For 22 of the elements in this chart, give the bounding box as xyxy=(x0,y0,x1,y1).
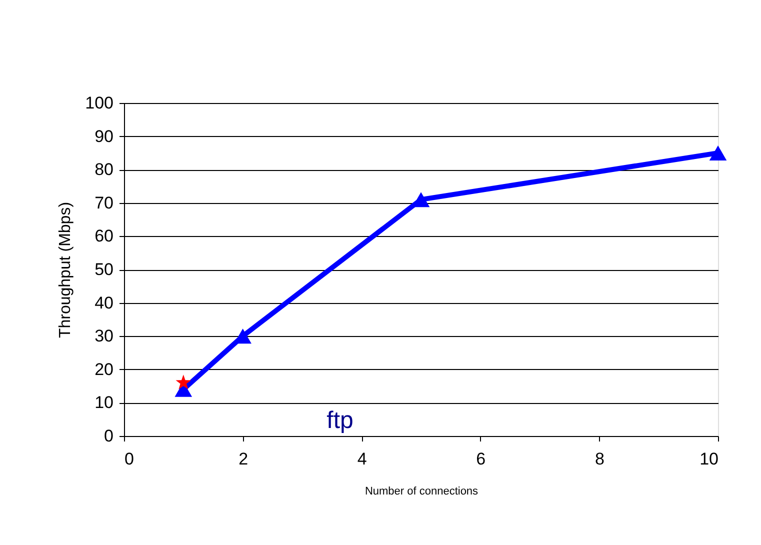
y-tick-label: 80 xyxy=(94,160,114,180)
y-axis-title: Throughput (Mbps) xyxy=(57,202,74,338)
x-tick-label: 0 xyxy=(124,450,134,468)
annotation: ftp xyxy=(326,407,354,434)
y-tick-label: 0 xyxy=(104,426,114,446)
y-tick-label: 50 xyxy=(94,260,114,279)
point xyxy=(176,374,192,390)
x-axis-title: Number of connections xyxy=(364,486,479,498)
y-tick-label: 70 xyxy=(94,193,114,212)
x-tick-label: 6 xyxy=(476,450,486,468)
y-tick-label: 90 xyxy=(94,126,114,146)
y-tick-label: 10 xyxy=(94,393,114,412)
y-tick-label: 40 xyxy=(94,293,114,312)
y-tick-label: 30 xyxy=(94,326,114,346)
x-tick-label: 2 xyxy=(238,450,248,468)
x-tick-label: 8 xyxy=(594,450,604,468)
y-tick-label: 60 xyxy=(94,226,114,246)
y-tick-label: 20 xyxy=(94,360,114,379)
x-tick-label: 10 xyxy=(700,450,718,468)
x-tick-label: 4 xyxy=(357,450,367,468)
y-tick-label: 100 xyxy=(85,94,114,112)
point xyxy=(709,145,727,160)
